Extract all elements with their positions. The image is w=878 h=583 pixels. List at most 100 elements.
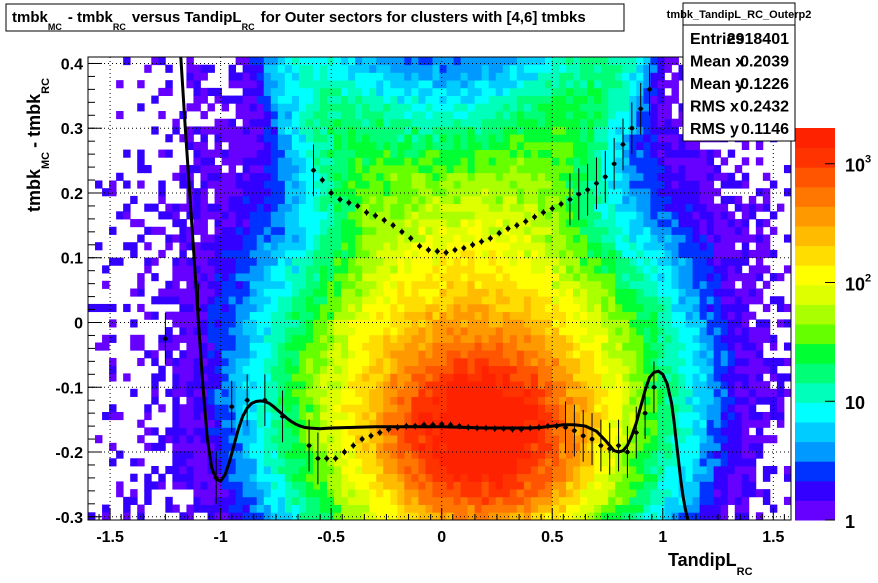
heatmap-cell (397, 188, 405, 197)
heatmap-cell (587, 87, 595, 96)
heatmap-cell (397, 481, 405, 490)
heatmap-cell (418, 157, 426, 166)
heatmap-cell (629, 95, 637, 104)
heatmap-cell (425, 357, 433, 367)
heatmap-cell (453, 180, 461, 189)
heatmap-cell (720, 350, 729, 359)
heatmap-cell (179, 350, 187, 359)
heatmap-cell (165, 80, 173, 89)
heatmap-cell (383, 226, 391, 235)
heatmap-cell (706, 219, 715, 228)
heatmap-cell (362, 442, 370, 451)
heatmap-cell (277, 327, 286, 336)
heatmap-cell (692, 303, 701, 313)
heatmap-cell (256, 319, 265, 328)
heatmap-cell (706, 296, 715, 305)
heatmap-cell (179, 311, 187, 320)
heatmap-cell (319, 404, 328, 413)
heatmap-cell (425, 165, 433, 174)
heatmap-cell (249, 265, 258, 274)
heatmap-cell (228, 435, 237, 444)
heatmap-cell (376, 265, 384, 274)
heatmap-cell (566, 242, 574, 251)
heatmap-cell (559, 180, 567, 189)
heatmap-cell (594, 396, 602, 405)
heatmap-cell (495, 381, 504, 390)
heatmap-cell (720, 180, 729, 189)
heatmap-cell (467, 273, 476, 282)
heatmap-cell (495, 219, 504, 228)
heatmap-cell (439, 103, 447, 112)
heatmap-cell (608, 95, 616, 104)
heatmap-cell (629, 311, 637, 320)
heatmap-cell (530, 80, 539, 89)
heatmap-cell (270, 419, 279, 428)
heatmap-cell (411, 435, 419, 444)
heatmap-cell (291, 157, 300, 166)
heatmap-cell (615, 157, 623, 166)
heatmap-cell (713, 296, 722, 305)
heatmap-cell (580, 234, 588, 243)
heatmap-cell (453, 473, 461, 482)
heatmap-cell (418, 357, 426, 367)
heatmap-cell (502, 435, 511, 444)
heatmap-cell (319, 419, 328, 428)
heatmap-cell (383, 134, 391, 143)
heatmap-cell (432, 203, 440, 212)
heatmap-cell (699, 172, 708, 181)
heatmap-cell (580, 134, 588, 143)
heatmap-cell (411, 80, 419, 89)
heatmap-cell (439, 296, 447, 305)
heatmap-cell (291, 257, 300, 266)
heatmap-cell (235, 226, 244, 235)
heatmap-cell (615, 373, 623, 382)
heatmap-cell (193, 95, 201, 104)
heatmap-cell (207, 203, 215, 212)
heatmap-cell (671, 334, 679, 343)
heatmap-cell (580, 496, 588, 505)
heatmap-cell (411, 427, 419, 436)
heatmap-cell (390, 273, 398, 282)
heatmap-cell (467, 473, 476, 482)
heatmap-cell (643, 319, 651, 328)
heatmap-cell (228, 327, 237, 336)
heatmap-cell (650, 473, 658, 482)
heatmap-cell (193, 450, 201, 459)
heatmap-cell (601, 280, 609, 289)
heatmap-cell (404, 134, 412, 143)
heatmap-cell (720, 257, 729, 266)
heatmap-cell (334, 57, 342, 66)
heatmap-cell (481, 357, 490, 367)
heatmap-cell (566, 365, 574, 374)
heatmap-cell (277, 273, 286, 282)
heatmap-cell (530, 134, 539, 143)
heatmap-cell (404, 203, 412, 212)
heatmap-cell (369, 350, 377, 359)
heatmap-cell (559, 357, 567, 367)
heatmap-cell (369, 257, 377, 266)
heatmap-cell (664, 157, 672, 166)
heatmap-cell (270, 265, 279, 274)
heatmap-cell (418, 226, 426, 235)
heatmap-cell (678, 411, 686, 421)
heatmap-cell (481, 273, 490, 282)
heatmap-cell (474, 427, 483, 436)
heatmap-cell (650, 342, 658, 351)
heatmap-cell (376, 87, 384, 96)
heatmap-cell (151, 388, 159, 397)
heatmap-cell (509, 435, 518, 444)
heatmap-cell (615, 172, 623, 181)
heatmap-cell (509, 288, 518, 297)
heatmap-cell (369, 95, 377, 104)
heatmap-cell (291, 103, 300, 112)
heatmap-cell (566, 64, 574, 73)
heatmap-cell (235, 427, 244, 436)
heatmap-cell (544, 311, 553, 320)
heatmap-cell (495, 357, 504, 367)
heatmap-cell (692, 319, 701, 328)
heatmap-cell (242, 473, 251, 482)
heatmap-cell (446, 427, 454, 436)
heatmap-cell (270, 458, 279, 467)
heatmap-cell (685, 165, 693, 174)
heatmap-cell (495, 141, 504, 150)
